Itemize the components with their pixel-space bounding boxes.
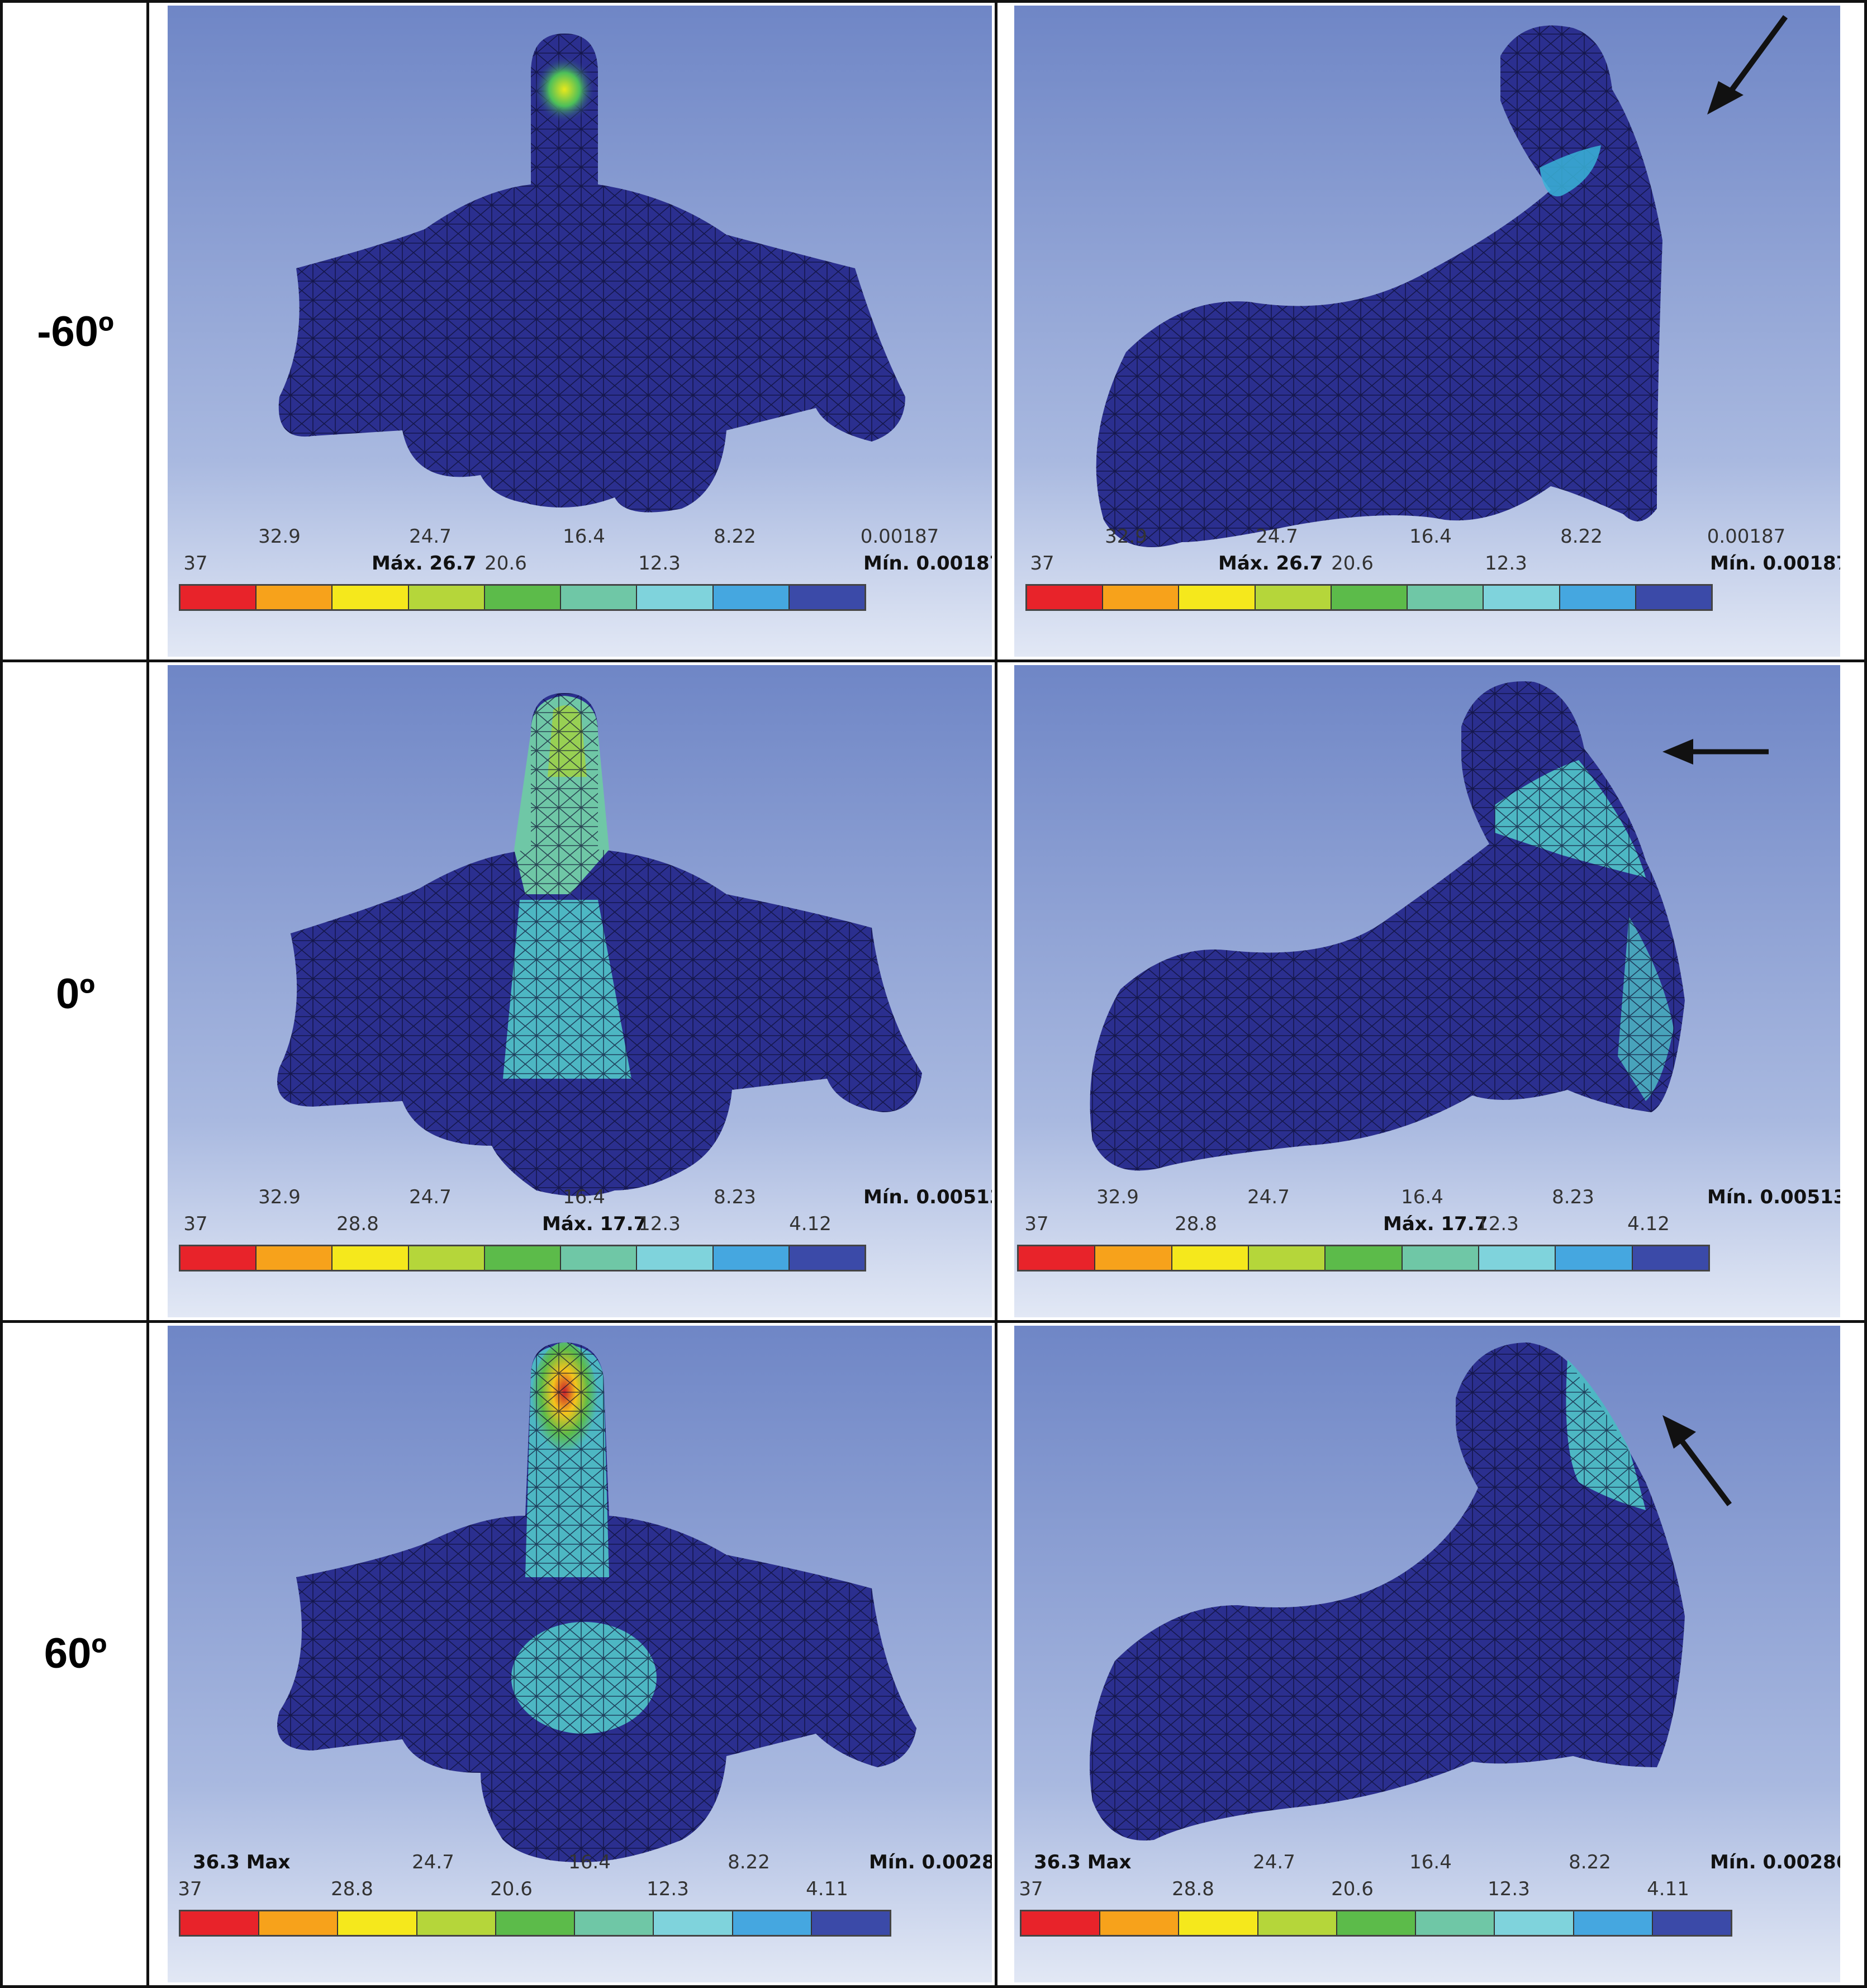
legend-value: 0.00187 [860,525,939,548]
table-border-left [0,0,3,1988]
column-divider-label [146,0,149,1988]
row-label-minus60: -60º [37,308,114,355]
legend-value: 24.7 [412,1851,454,1873]
legend-min: Mín. 0.00187 [1710,552,1840,575]
panel-0-front: 32.9 24.7 16.4 8.23 Mín. 0.00513 37 28.8… [168,665,992,1317]
row-divider-2 [0,1320,1867,1323]
legend-value: 37 [1024,1213,1049,1235]
legend-value: 24.7 [1256,525,1298,548]
legend-value: 8.22 [728,1851,770,1873]
legend-value: 28.8 [331,1878,373,1900]
legend-value: 8.22 [1560,525,1603,548]
panel-0-lateral: 32.9 24.7 16.4 8.23 Mín. 0.00513 37 28.8… [1014,665,1840,1317]
vertebra-front-render [168,665,992,1317]
legend-value: 32.9 [258,1186,301,1208]
stress-legend-minus60-lateral: 32.9 24.7 16.4 8.22 0.00187 37 Máx. 26.7… [1014,520,1840,657]
legend-min: Mín. 0.00187 [863,552,992,575]
legend-value: 4.12 [789,1213,832,1235]
panel-minus60-front: 32.9 24.7 16.4 8.22 0.00187 37 Máx. 26.7… [168,6,992,657]
legend-value: 4.11 [1647,1878,1689,1900]
column-divider-views [995,0,997,1988]
legend-value: 12.3 [647,1878,689,1900]
vertebra-front-render [168,1326,992,1982]
vertebra-front-render [168,6,992,657]
legend-min: Mín. 0.00286 [1710,1851,1840,1873]
legend-value: 37 [183,1213,208,1235]
legend-value: 20.6 [1331,1878,1374,1900]
legend-value: 12.3 [1488,1878,1530,1900]
legend-value: 16.4 [563,1186,605,1208]
legend-value: 8.23 [714,1186,756,1208]
legend-value: 28.8 [1172,1878,1214,1900]
legend-value: 37 [1030,552,1054,575]
legend-value: 8.22 [714,525,756,548]
legend-min: Mín. 0.00513 [1707,1186,1840,1208]
legend-color-bar [179,1245,866,1271]
legend-value: 12.3 [638,1213,681,1235]
legend-color-bar [1025,584,1713,611]
legend-max: Máx. 17.7 [1383,1213,1488,1235]
legend-value: 12.3 [638,552,681,575]
stress-legend-0-lateral: 32.9 24.7 16.4 8.23 Mín. 0.00513 37 28.8… [1014,1180,1840,1317]
legend-max: Máx. 26.7 [1218,552,1323,575]
legend-color-bar [1017,1245,1710,1271]
legend-value: 16.4 [568,1851,611,1873]
legend-value: 16.4 [1409,525,1452,548]
legend-value: 28.8 [1175,1213,1217,1235]
table-border-right [1864,0,1867,1988]
vertebra-lateral-render [1014,6,1840,657]
legend-color-bar [1020,1910,1732,1937]
legend-value: 0.00187 [1707,525,1786,548]
legend-value: 4.12 [1627,1213,1670,1235]
legend-color-bar [179,584,866,611]
legend-value: 20.6 [490,1878,533,1900]
legend-value: 16.4 [1409,1851,1452,1873]
stress-legend-60-lateral: 36.3 Max 24.7 16.4 8.22 Mín. 0.00286 37 … [1014,1845,1840,1982]
legend-value: 8.23 [1552,1186,1594,1208]
row-divider-1 [0,659,1867,662]
arrow-icon [1662,1415,1732,1506]
legend-value: 32.9 [1096,1186,1139,1208]
vertebra-lateral-render [1014,1326,1840,1982]
table-border-bottom [0,1985,1867,1988]
legend-value: 8.22 [1569,1851,1611,1873]
legend-value: 16.4 [1401,1186,1443,1208]
legend-value: 12.3 [1476,1213,1519,1235]
legend-value: 37 [1019,1878,1043,1900]
legend-min: Mín. 0.00286 [869,1851,992,1873]
legend-min: Mín. 0.00513 [863,1186,992,1208]
legend-value: 32.9 [258,525,301,548]
legend-max: 36.3 Max [193,1851,291,1873]
legend-value: 16.4 [563,525,605,548]
panel-60-lateral: 36.3 Max 24.7 16.4 8.22 Mín. 0.00286 37 … [1014,1326,1840,1982]
legend-color-bar [179,1910,891,1937]
legend-value: 24.7 [1247,1186,1290,1208]
row-label-0: 0º [55,970,96,1018]
legend-value: 20.6 [484,552,527,575]
panel-minus60-lateral: 32.9 24.7 16.4 8.22 0.00187 37 Máx. 26.7… [1014,6,1840,657]
legend-value: 32.9 [1105,525,1147,548]
legend-value: 12.3 [1485,552,1527,575]
legend-max: Máx. 17.7 [542,1213,647,1235]
arrow-icon [1707,15,1788,115]
legend-value: 37 [183,552,208,575]
legend-value: 20.6 [1331,552,1374,575]
legend-max: Máx. 26.7 [372,552,477,575]
stress-legend-0-front: 32.9 24.7 16.4 8.23 Mín. 0.00513 37 28.8… [168,1180,992,1317]
legend-value: 37 [178,1878,202,1900]
legend-value: 24.7 [409,1186,452,1208]
legend-value: 24.7 [409,525,452,548]
legend-value: 28.8 [336,1213,379,1235]
legend-value: 4.11 [806,1878,848,1900]
row-label-60: 60º [44,1630,107,1677]
panel-60-front: 36.3 Max 24.7 16.4 8.22 Mín. 0.00286 37 … [168,1326,992,1982]
stress-legend-60-front: 36.3 Max 24.7 16.4 8.22 Mín. 0.00286 37 … [168,1845,992,1982]
vertebra-lateral-render [1014,665,1840,1317]
legend-max: 36.3 Max [1034,1851,1132,1873]
legend-value: 24.7 [1253,1851,1295,1873]
stress-legend-minus60-front: 32.9 24.7 16.4 8.22 0.00187 37 Máx. 26.7… [168,520,992,657]
arrow-icon [1662,739,1769,765]
table-border-top [0,0,1867,3]
